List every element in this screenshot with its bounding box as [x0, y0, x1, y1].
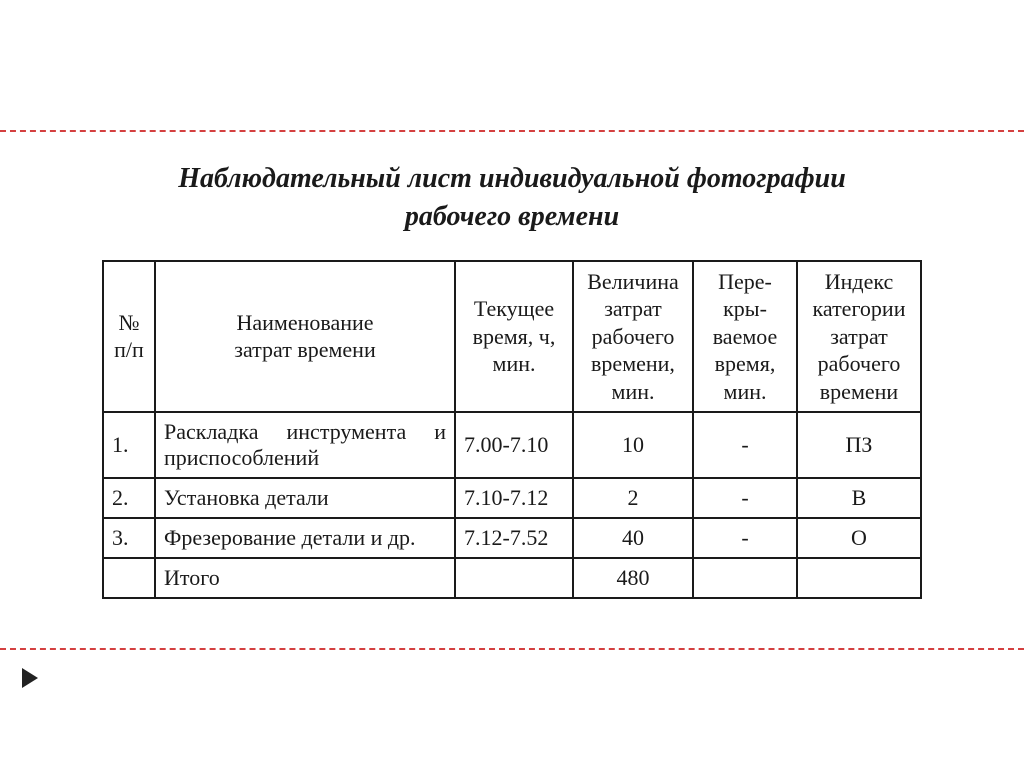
- cell-index: В: [797, 478, 921, 518]
- col-header-time: Текущеевремя, ч,мин.: [455, 261, 573, 413]
- cell-total-duration: 480: [573, 558, 693, 598]
- cell-index: О: [797, 518, 921, 558]
- table-total-row: Итого 480: [103, 558, 921, 598]
- cell-index: ПЗ: [797, 412, 921, 478]
- table-container: №п/п Наименованиезатрат времени Текущеев…: [0, 260, 1024, 600]
- col-header-duration: Величиназатратрабочеговремени,мин.: [573, 261, 693, 413]
- cell-duration: 10: [573, 412, 693, 478]
- col-header-overlap: Пере-кры-ваемоевремя,мин.: [693, 261, 797, 413]
- header-row: №п/п Наименованиезатрат времени Текущеев…: [103, 261, 921, 413]
- cell-overlap: -: [693, 518, 797, 558]
- cell-name-line1: Раскладка инструмента и: [164, 419, 446, 445]
- cell-name: Фрезерование детали и др.: [155, 518, 455, 558]
- title-line-1: Наблюдательный лист индивидуальной фотог…: [178, 163, 846, 194]
- table-row: 3. Фрезерование детали и др. 7.12-7.52 4…: [103, 518, 921, 558]
- cell-overlap-empty: [693, 558, 797, 598]
- title-line-2: рабочего времени: [405, 201, 619, 232]
- cell-duration: 40: [573, 518, 693, 558]
- observation-table: №п/п Наименованиезатрат времени Текущеев…: [102, 260, 922, 600]
- cell-total-label: Итого: [155, 558, 455, 598]
- col-header-index: Индекскатегориизатратрабочеговремени: [797, 261, 921, 413]
- col-header-number: №п/п: [103, 261, 155, 413]
- cell-overlap: -: [693, 478, 797, 518]
- table-body: 1. Раскладка инструмента и приспособлени…: [103, 412, 921, 598]
- table-head: №п/п Наименованиезатрат времени Текущеев…: [103, 261, 921, 413]
- cell-number: 3.: [103, 518, 155, 558]
- cell-time: 7.00-7.10: [455, 412, 573, 478]
- play-marker-icon: [22, 668, 38, 688]
- cell-number-empty: [103, 558, 155, 598]
- col-header-name: Наименованиезатрат времени: [155, 261, 455, 413]
- cell-duration: 2: [573, 478, 693, 518]
- divider-top: [0, 130, 1024, 132]
- cell-name: Установка детали: [155, 478, 455, 518]
- cell-name: Раскладка инструмента и приспособлений: [155, 412, 455, 478]
- cell-time-empty: [455, 558, 573, 598]
- document-title: Наблюдательный лист индивидуальной фотог…: [0, 160, 1024, 236]
- cell-number: 1.: [103, 412, 155, 478]
- cell-number: 2.: [103, 478, 155, 518]
- table-row: 2. Установка детали 7.10-7.12 2 - В: [103, 478, 921, 518]
- cell-overlap: -: [693, 412, 797, 478]
- cell-time: 7.12-7.52: [455, 518, 573, 558]
- cell-index-empty: [797, 558, 921, 598]
- cell-name-line2: приспособлений: [164, 445, 319, 470]
- divider-bottom: [0, 648, 1024, 650]
- table-row: 1. Раскладка инструмента и приспособлени…: [103, 412, 921, 478]
- cell-time: 7.10-7.12: [455, 478, 573, 518]
